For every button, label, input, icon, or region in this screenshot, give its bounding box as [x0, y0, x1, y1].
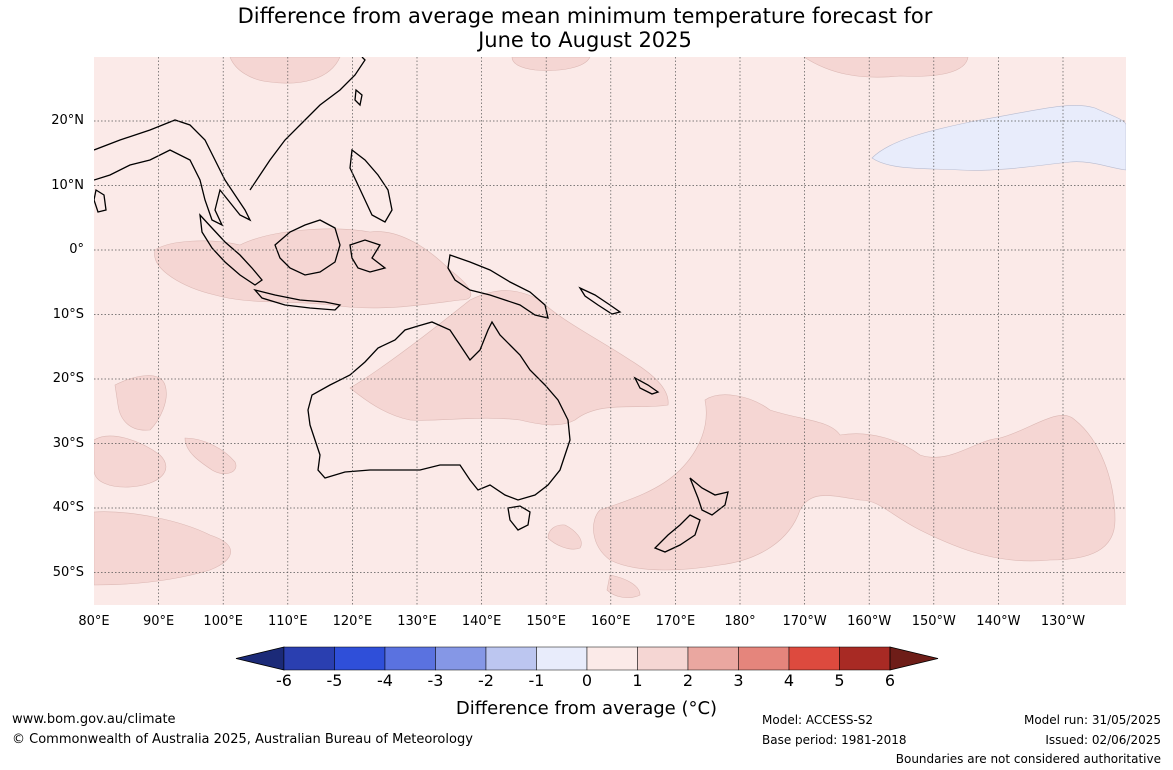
solomon-islands-coastline: [578, 286, 622, 315]
colorbar-segment: [384, 646, 436, 671]
warm-region-indian-ocean-3: [184, 437, 237, 474]
longitude-label: 160°W: [847, 614, 892, 629]
colorbar-tick-label: -4: [377, 671, 393, 690]
latitude-label: 40°S: [52, 500, 84, 515]
longitude-label: 130°E: [397, 614, 437, 629]
colorbar-title: Difference from average (°C): [455, 698, 718, 719]
new-guinea-coastline: [447, 254, 549, 319]
colorbar-tick-label: -3: [427, 671, 444, 690]
colorbar-tick-label: 4: [783, 671, 795, 690]
warm-region-australia-coral: [349, 290, 669, 426]
philippines-coastline: [349, 148, 393, 223]
colorbar-segment: [283, 646, 335, 671]
colorbar-tick-label: 6: [884, 671, 896, 690]
cool-region-north-pacific: [871, 105, 1126, 171]
colorbar-segment: [738, 646, 790, 671]
longitude-label: 160°E: [591, 614, 631, 629]
longitude-label: 140°W: [976, 614, 1021, 629]
new-caledonia-coastline: [633, 376, 660, 395]
tasmania-coastline: [507, 505, 531, 531]
australia-coastline: [307, 320, 571, 501]
latitude-label: 10°N: [51, 177, 84, 193]
warm-region-southern-ocean-west: [94, 511, 231, 586]
warm-region-tasman-south-pacific: [593, 394, 1116, 571]
warm-region-southern-patch: [606, 574, 641, 599]
gridlines: [94, 57, 1126, 605]
colorbar: [235, 646, 939, 671]
latitude-label: 20°N: [51, 113, 84, 128]
base-period-text: Base period: 1981-2018: [762, 733, 907, 747]
issued-text: Issued: 02/06/2025: [1045, 733, 1161, 747]
asia-mainland-coastline: [94, 119, 252, 227]
colorbar-segment: [839, 646, 891, 671]
latitude-label: 30°S: [52, 435, 84, 451]
title-line-1: Difference from average mean minimum tem…: [237, 4, 933, 28]
warm-region-indian-ocean: [94, 435, 167, 488]
warm-region-micronesia: [511, 57, 591, 71]
warm-region-south-atlantic-patch: [547, 524, 582, 550]
longitude-label: 90°E: [142, 614, 175, 629]
colorbar-segment: [334, 646, 386, 671]
longitude-label: 180°: [724, 614, 756, 629]
sumatra-coastline: [199, 213, 263, 286]
copyright-text: © Commonwealth of Australia 2025, Austra…: [12, 732, 473, 747]
new-zealand-north-coastline: [689, 477, 729, 516]
model-run-text: Model run: 31/05/2025: [1023, 713, 1161, 727]
model-text: Model: ACCESS-S2: [762, 713, 874, 727]
sri-lanka-coastline: [94, 188, 107, 213]
borneo-coastline: [274, 219, 341, 276]
longitude-label: 100°E: [203, 614, 243, 629]
colorbar-segment: [485, 646, 537, 671]
latitude-label: 20°S: [52, 371, 84, 386]
colorbar-segment: [687, 646, 739, 671]
colorbar-segment: [586, 646, 638, 671]
title-line-2: June to August 2025: [478, 28, 692, 52]
colorbar-tick-label: 0: [581, 671, 593, 690]
longitude-label: 150°E: [526, 614, 566, 629]
longitude-label: 170°W: [782, 614, 827, 629]
longitude-label: 80°E: [78, 614, 110, 629]
colorbar-segment: [536, 646, 588, 671]
colorbar-tick-label: 2: [682, 671, 694, 690]
china-coastline: [249, 57, 366, 191]
java-coastline: [253, 288, 342, 311]
colorbar-tick-label: -1: [528, 671, 545, 690]
warm-region-indian-ocean-2: [114, 375, 167, 431]
anomaly-regions: [94, 57, 1126, 599]
longitude-label: 120°E: [332, 614, 373, 629]
latitude-label: 0°: [69, 242, 84, 257]
warm-region-north-tropics: [229, 57, 341, 84]
colorbar-segment: [788, 646, 840, 671]
longitude-label: 170°E: [655, 614, 696, 629]
new-zealand-south-coastline: [653, 514, 701, 553]
map-title: Difference from average mean minimum tem…: [0, 4, 1173, 52]
colorbar-segment: [435, 646, 487, 671]
warm-region-north-pacific: [803, 57, 969, 78]
colorbar-extend-high: [889, 646, 939, 671]
website-link[interactable]: www.bom.gov.au/climate: [12, 712, 176, 727]
colorbar-tick-label: 5: [834, 671, 845, 690]
colorbar-tick-label: -2: [478, 671, 494, 690]
colorbar-tick-label: -6: [276, 671, 292, 690]
colorbar-tick-label: 1: [632, 671, 643, 690]
latitude-label: 10°S: [52, 306, 84, 322]
colorbar-segment: [637, 646, 689, 671]
coastlines: [94, 57, 729, 553]
longitude-label: 130°W: [1040, 614, 1086, 629]
longitude-label: 150°W: [911, 614, 956, 629]
taiwan-coastline: [354, 88, 363, 107]
disclaimer-text: Boundaries are not considered authoritat…: [895, 752, 1161, 766]
latitude-label: 50°S: [52, 564, 84, 580]
colorbar-tick-label: -5: [326, 671, 343, 690]
longitude-label: 110°E: [268, 614, 308, 629]
warm-region-maritime-continent: [154, 228, 472, 309]
colorbar-extend-low: [235, 646, 285, 671]
longitude-label: 140°E: [461, 614, 502, 629]
colorbar-tick-label: 3: [733, 671, 744, 690]
sulawesi-coastline: [349, 239, 387, 273]
